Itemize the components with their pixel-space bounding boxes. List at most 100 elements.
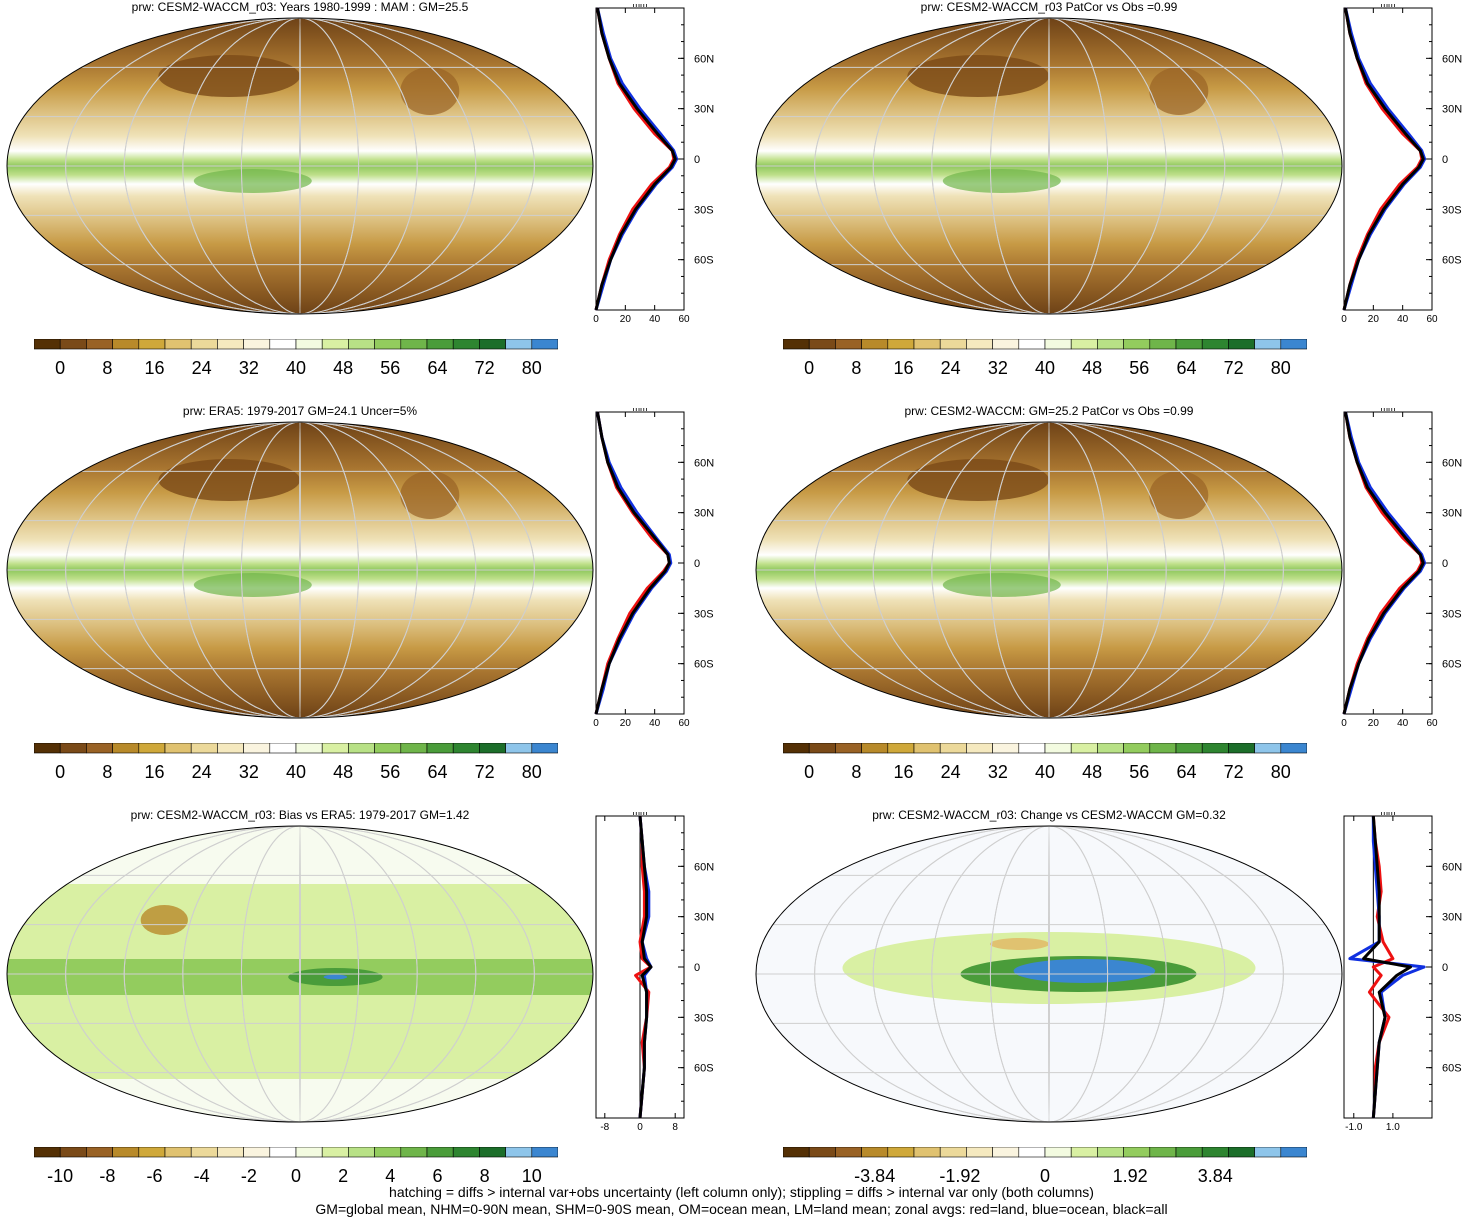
- colorbar-container: 0 8 16 24 32 40 48 56 64 72 80: [33, 338, 559, 380]
- colorbar-swatch: [348, 1146, 375, 1158]
- colorbar-swatch: [966, 338, 993, 350]
- zonal-x-tick: 60: [1426, 718, 1438, 728]
- zonal-lat-tick: 60S: [694, 255, 714, 267]
- colorbar-swatch: [1123, 742, 1151, 754]
- colorbar-label: 80: [1270, 762, 1291, 782]
- colorbar-swatch: [1175, 742, 1203, 754]
- colorbar-swatch: [782, 742, 810, 754]
- colorbar-label: 8: [102, 358, 113, 378]
- colorbar-swatch: [452, 338, 480, 350]
- colorbar-swatch: [1175, 1146, 1203, 1158]
- colorbar-swatch: [59, 1146, 87, 1158]
- colorbar-swatch: [295, 1146, 323, 1158]
- colorbar-label: 48: [333, 762, 354, 782]
- colorbar-label: 10: [521, 1166, 542, 1186]
- colorbar-swatch: [505, 1146, 533, 1158]
- colorbar-swatch: [1175, 338, 1203, 350]
- colorbar-swatch: [1044, 1146, 1072, 1158]
- colorbar-label: 56: [1129, 762, 1150, 782]
- colorbar-swatch: [426, 338, 454, 350]
- colorbar-label: 2: [338, 1166, 349, 1186]
- colorbar-swatch: [1018, 338, 1046, 350]
- colorbar-swatch: [913, 338, 941, 350]
- zonal-x-tick: 40: [1397, 314, 1409, 324]
- colorbar-swatch: [1201, 1146, 1229, 1158]
- zonal-lat-tick: 30S: [1442, 1012, 1462, 1024]
- zonal-unit: mm: [1381, 408, 1396, 413]
- colorbar-swatch: [190, 338, 218, 350]
- zonal-x-tick: 40: [649, 314, 661, 324]
- colorbar-swatch: [426, 1146, 454, 1158]
- zonal-mean-plot: 60N 30N 0 30S 60S 0 20 40 60 mm: [1341, 408, 1462, 728]
- zonal-lat-tick: 30N: [694, 912, 714, 924]
- colorbar-swatch: [1097, 742, 1124, 754]
- zonal-unit: mm: [633, 4, 648, 9]
- colorbar-swatch: [374, 742, 402, 754]
- colorbar-label: 72: [474, 762, 495, 782]
- colorbar-swatch: [86, 1146, 113, 1158]
- colorbar-swatch: [1018, 742, 1046, 754]
- colorbar-swatch: [190, 742, 218, 754]
- zonal-lat-tick: 0: [1442, 558, 1448, 570]
- colorbar-swatch: [138, 742, 166, 754]
- colorbar-swatch: [217, 742, 244, 754]
- colorbar-label: 40: [1034, 358, 1056, 378]
- colorbar-swatch: [112, 1146, 140, 1158]
- colorbar: [33, 1146, 559, 1158]
- colorbar-swatch: [374, 338, 402, 350]
- colorbar-label: -8: [99, 1166, 116, 1186]
- zonal-line-all: [594, 411, 671, 715]
- colorbar-label: 40: [285, 762, 307, 782]
- colorbar-swatch: [217, 1146, 244, 1158]
- colorbar-swatch: [1149, 338, 1177, 350]
- colorbar: [782, 338, 1308, 350]
- zonal-line-ocean: [1348, 816, 1426, 1119]
- colorbar-swatch: [1097, 1146, 1124, 1158]
- colorbar-swatch: [243, 742, 271, 754]
- colorbar-label: 4: [385, 1166, 396, 1186]
- colorbar-swatch: [321, 338, 349, 350]
- colorbar-swatch: [479, 742, 506, 754]
- zonal-x-tick: 60: [678, 314, 690, 324]
- colorbar-label: 48: [333, 358, 354, 378]
- colorbar-swatch: [835, 338, 862, 350]
- colorbar-label: 32: [987, 358, 1008, 378]
- colorbar-label: 72: [474, 358, 495, 378]
- colorbar-label: 24: [940, 358, 961, 378]
- zonal-x-tick: -1.0: [1345, 1122, 1363, 1132]
- colorbar-label: 80: [521, 358, 542, 378]
- zonal-mean-plot: 60N 30N 0 30S 60S 0 20 40 60 mm: [1341, 4, 1462, 324]
- map-field: [7, 826, 593, 1122]
- colorbar-swatch: [321, 742, 349, 754]
- colorbar-label: 24: [191, 762, 212, 782]
- zonal-lat-tick: 60N: [1442, 53, 1462, 65]
- zonal-x-tick: -8: [600, 1122, 609, 1132]
- map-field: [756, 826, 1342, 1122]
- colorbar-swatch: [808, 338, 836, 350]
- colorbar-label: 48: [1082, 762, 1103, 782]
- map-panel: [6, 17, 594, 315]
- colorbar-swatch: [1018, 1146, 1046, 1158]
- zonal-line-all: [638, 815, 653, 1119]
- map-panel: [755, 421, 1343, 719]
- colorbar-label: 8: [479, 1166, 490, 1186]
- colorbar-swatch: [939, 338, 967, 350]
- zonal-lat-tick: 60N: [1442, 457, 1462, 469]
- zonal-lat-tick: 60S: [694, 1063, 714, 1075]
- colorbar-swatch: [400, 338, 428, 350]
- zonal-lat-tick: 60N: [694, 457, 714, 469]
- colorbar-swatch: [86, 742, 113, 754]
- colorbar-swatch: [321, 1146, 349, 1158]
- footer-line-2: GM=global mean, NHM=0-90N mean, SHM=0-90…: [315, 1201, 1168, 1217]
- colorbar-swatch: [1201, 742, 1229, 754]
- colorbar-label: 40: [1034, 762, 1056, 782]
- map-field: [756, 422, 1342, 718]
- zonal-x-tick: 0: [593, 314, 599, 324]
- colorbar-swatch: [913, 1146, 941, 1158]
- map-field: [756, 18, 1342, 314]
- colorbar-swatch: [531, 742, 559, 754]
- colorbar-swatch: [1044, 742, 1072, 754]
- zonal-mean-plot: 60N 30N 0 30S 60S -1.0 1.0 mm: [1343, 812, 1462, 1132]
- colorbar-swatch: [992, 338, 1020, 350]
- colorbar-swatch: [1070, 338, 1098, 350]
